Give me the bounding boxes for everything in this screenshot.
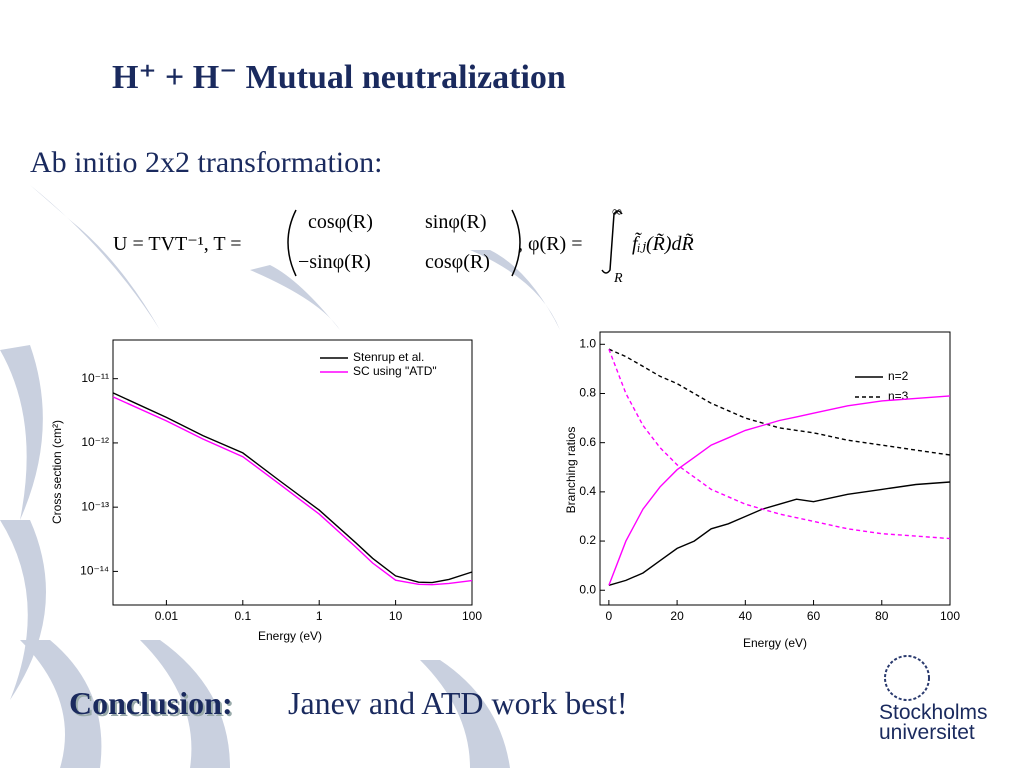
y-tick-label: 1.0 — [579, 336, 596, 350]
x-tick-label: 20 — [670, 609, 684, 623]
y-tick-label: 0.2 — [579, 533, 596, 547]
conclusion-shadow: Conclusion: — [71, 687, 235, 723]
swoosh — [0, 345, 43, 520]
swoosh — [140, 640, 230, 768]
y-axis-label: Branching ratios — [564, 427, 578, 514]
x-tick-label: 60 — [807, 609, 821, 623]
slide-title: H⁺ + H⁻ Mutual neutralization — [112, 59, 566, 96]
x-axis-label: Energy (eV) — [743, 636, 807, 650]
background-swooshes — [0, 185, 560, 768]
integral — [601, 210, 623, 274]
x-tick-label: 1 — [316, 609, 323, 623]
x-tick-label: 0 — [606, 609, 613, 623]
swoosh — [30, 185, 160, 330]
formula-part: U = TVT⁻¹, T = — [113, 233, 242, 255]
paren — [287, 209, 297, 277]
x-tick-label: 0.01 — [155, 609, 179, 623]
formula: U = TVT⁻¹, T = cosφ(R) sinφ(R) −sinφ(R) … — [113, 205, 694, 286]
x-tick-label: 10 — [389, 609, 403, 623]
conclusion-text: Janev and ATD work best! — [288, 685, 627, 721]
series-line — [112, 396, 473, 586]
subtitle: Ab initio 2x2 transformation: — [30, 146, 382, 179]
formula-part: R — [613, 271, 623, 286]
y-tick-label: 0.0 — [579, 582, 596, 596]
legend-label: n=3 — [888, 389, 909, 403]
series-line — [608, 348, 951, 540]
y-tick-label: 10⁻¹¹ — [81, 371, 109, 385]
plot-frame — [599, 331, 951, 606]
x-tick-label: 0.1 — [234, 609, 251, 623]
conclusion: Conclusion: Conclusion: Janev and ATD wo… — [69, 685, 627, 723]
y-tick-label: 10⁻¹² — [81, 435, 109, 449]
x-axis-label: Energy (eV) — [258, 629, 322, 643]
x-tick-label: 100 — [462, 609, 482, 623]
x-tick-label: 40 — [739, 609, 753, 623]
formula-part: ∞ — [612, 205, 622, 220]
swoosh — [20, 640, 102, 768]
series-line — [608, 395, 951, 586]
y-tick-label: 0.4 — [579, 484, 596, 498]
conclusion-label: Conclusion: — [69, 685, 233, 721]
series-line — [608, 348, 951, 456]
chart: 0.01 0.1 1 10 100 10⁻¹⁴ 10⁻¹³ 10⁻¹² 10⁻¹¹ Energy … — [50, 339, 482, 643]
formula-part: cosφ(R) — [308, 211, 373, 233]
y-axis-label: Cross section (cm²) — [50, 420, 64, 524]
formula-part: , φ(R) = — [518, 233, 582, 255]
x-tick-label: 100 — [940, 609, 960, 623]
swoosh — [0, 520, 46, 700]
formula-part: f̃ᵢⱼ(R̃)dR̃ — [632, 231, 694, 255]
swoosh — [420, 660, 510, 768]
series-line — [112, 392, 473, 584]
legend-label: n=2 — [888, 369, 909, 383]
logo-text: Stockholms — [879, 701, 988, 724]
swoosh — [250, 265, 340, 330]
formula-part: cosφ(R) — [425, 251, 490, 273]
logo-text: universitet — [879, 721, 975, 744]
formula-part: sinφ(R) — [425, 211, 487, 233]
chart: 0 20 40 60 80 100 0.0 0.2 0.4 0.6 0.8 1.0 Energy (eV… — [564, 331, 960, 650]
series-line — [608, 481, 951, 586]
paren — [511, 209, 521, 277]
formula-part: −sinφ(R) — [298, 251, 371, 273]
logo-emblem — [884, 655, 930, 701]
legend-label: SC using "ATD" — [353, 364, 437, 378]
legend-label: Stenrup et al. — [353, 350, 424, 364]
plot-frame — [112, 339, 473, 606]
x-tick-label: 80 — [875, 609, 889, 623]
y-tick-label: 10⁻¹³ — [81, 499, 109, 513]
logo: Stockholms universitet — [879, 655, 988, 744]
y-tick-label: 0.8 — [579, 386, 596, 400]
y-tick-label: 10⁻¹⁴ — [80, 564, 109, 578]
y-tick-label: 0.6 — [579, 435, 596, 449]
